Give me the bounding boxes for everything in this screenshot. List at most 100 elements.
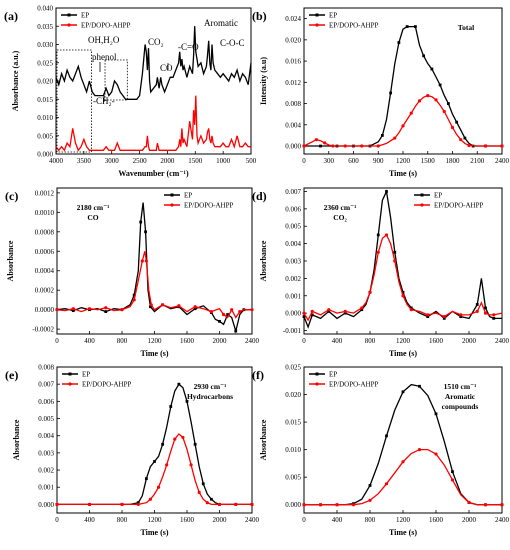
data-point-ep-dopo-ahpp <box>335 503 339 507</box>
data-point-ep-dopo-ahpp <box>238 310 242 314</box>
y-axis-label: Absorbance (a.u.) <box>11 50 20 111</box>
data-point-ep-dopo-ahpp <box>132 298 136 302</box>
panel-e: (e) 0 400 800 1200 1600 2000 2400 0.000 0.001 0.00… <box>5 364 260 538</box>
panel-label: (a) <box>4 9 18 23</box>
data-point-ep <box>451 470 454 474</box>
y-tick-label: 0.000 <box>37 151 53 159</box>
annotation-label: CO₂ <box>148 37 164 47</box>
data-point-ep <box>409 306 413 310</box>
data-point-ep <box>413 25 417 28</box>
data-point-ep-dopo-ahpp <box>401 460 405 464</box>
y-tick-label: 0.004 <box>38 432 54 440</box>
data-point-ep-dopo-ahpp <box>360 144 364 148</box>
y-tick-label: -0.001 <box>283 327 302 335</box>
data-point-ep-dopo-ahpp <box>327 308 331 312</box>
data-point-ep <box>153 460 156 463</box>
data-point-ep-dopo-ahpp <box>148 497 153 501</box>
data-point-ep-dopo-ahpp <box>384 482 389 486</box>
legend-marker <box>170 193 174 197</box>
data-point-ep-dopo-ahpp <box>302 144 306 148</box>
legend-marker <box>68 372 72 376</box>
x-tick-label: 0 <box>302 157 306 165</box>
y-tick-label: 0.024 <box>285 15 301 23</box>
panel-label: (d) <box>252 189 267 203</box>
data-point-ep-dopo-ahpp <box>221 312 226 317</box>
y-tick-label: 0.010 <box>285 446 301 454</box>
y-tick-label: 0.005 <box>37 132 53 140</box>
data-point-ep <box>393 250 397 254</box>
y-tick-label: 0.025 <box>285 364 301 372</box>
data-point-ep-dopo-ahpp <box>55 308 59 312</box>
data-point-ep <box>149 305 152 309</box>
x-tick-label: 800 <box>117 516 128 524</box>
legend-entry: EP/DOPO-AHPP <box>434 202 484 210</box>
y-tick-label: 0.000 <box>38 501 54 509</box>
data-point-ep <box>475 303 479 306</box>
data-point-ep-dopo-ahpp <box>173 437 177 441</box>
data-point-ep <box>201 482 205 486</box>
data-point-ep-dopo-ahpp <box>368 290 372 294</box>
data-point-ep-dopo-ahpp <box>177 304 181 308</box>
data-point-ep-dopo-ahpp <box>384 233 389 237</box>
panel-subtitle: CO₂ <box>333 213 347 222</box>
legend-entry: EP/DOPO-AHPP <box>82 381 132 389</box>
data-point-ep <box>368 484 372 487</box>
y-tick-label: 0.007 <box>285 188 301 196</box>
x-tick-label: 0 <box>302 516 306 524</box>
x-axis-label: Time (s) <box>389 528 417 537</box>
legend-entry: EP/DOPO-AHPP <box>329 381 379 389</box>
data-point-ep-dopo-ahpp <box>161 303 165 307</box>
legend-marker <box>315 372 319 376</box>
data-point-ep-dopo-ahpp <box>401 124 405 128</box>
x-axis-label: Time (s) <box>389 349 417 358</box>
data-point-ep-dopo-ahpp <box>323 141 327 145</box>
x-tick-label: 2400 <box>245 337 260 345</box>
x-tick-label: 1200 <box>148 337 163 345</box>
panel-label: (f) <box>252 368 264 382</box>
legend-entry: EP <box>184 192 192 200</box>
panel-label: (c) <box>5 189 18 203</box>
data-point-ep <box>405 25 409 28</box>
data-point-ep-dopo-ahpp <box>483 503 488 507</box>
annotation-label: -C=O <box>178 42 199 52</box>
data-point-ep-dopo-ahpp <box>136 502 140 507</box>
annotation-label: C-O-C <box>220 38 245 48</box>
y-axis-label: Intensity (a.u) <box>259 57 268 105</box>
data-point-ep-dopo-ahpp <box>409 308 413 312</box>
data-point-ep-dopo-ahpp <box>71 307 75 311</box>
x-tick-label: 400 <box>84 516 95 524</box>
x-tick-label: 1800 <box>446 157 461 165</box>
data-point-ep-dopo-ahpp <box>393 259 397 263</box>
data-point-ep-dopo-ahpp <box>409 111 413 115</box>
y-tick-label: -0.0002 <box>32 326 54 334</box>
y-tick-label: 0.005 <box>285 223 301 231</box>
legend-marker <box>315 382 319 386</box>
data-point-ep <box>302 315 306 319</box>
data-point-ep <box>139 220 143 224</box>
data-point-ep-dopo-ahpp <box>393 136 397 140</box>
data-point-ep <box>463 136 467 140</box>
panel-c: (c) 0 400 800 1200 1600 2000 2400 -0.0002 0.0000 0… <box>5 187 260 358</box>
data-point-ep <box>319 144 322 148</box>
x-tick-label: 2400 <box>245 516 260 524</box>
data-point-ep-dopo-ahpp <box>360 306 364 310</box>
y-axis-label: Absorbance <box>259 419 268 460</box>
data-point-ep-dopo-ahpp <box>217 502 222 507</box>
y-tick-label: 0.000 <box>285 143 301 151</box>
y-tick-label: 0.005 <box>38 415 54 423</box>
data-point-ep <box>459 315 463 319</box>
x-tick-label: 2400 <box>495 516 510 524</box>
x-tick-label: 900 <box>373 157 384 165</box>
data-point-ep <box>389 91 393 95</box>
y-tick-label: 0.006 <box>285 205 301 213</box>
legend-marker <box>420 193 424 197</box>
data-point-ep-dopo-ahpp <box>156 485 161 489</box>
data-point-ep-dopo-ahpp <box>55 502 59 507</box>
data-point-ep-dopo-ahpp <box>500 144 504 148</box>
data-point-ep <box>209 497 213 501</box>
series-line-ep-dopo-ahpp <box>57 433 252 506</box>
panel-d: (d) 0 400 800 1200 1600 2000 2400 -0.001 0.000 0.0… <box>252 187 510 358</box>
data-point-ep-dopo-ahpp <box>434 452 438 456</box>
data-point-ep-dopo-ahpp <box>144 259 148 263</box>
data-point-ep-dopo-ahpp <box>120 308 124 312</box>
